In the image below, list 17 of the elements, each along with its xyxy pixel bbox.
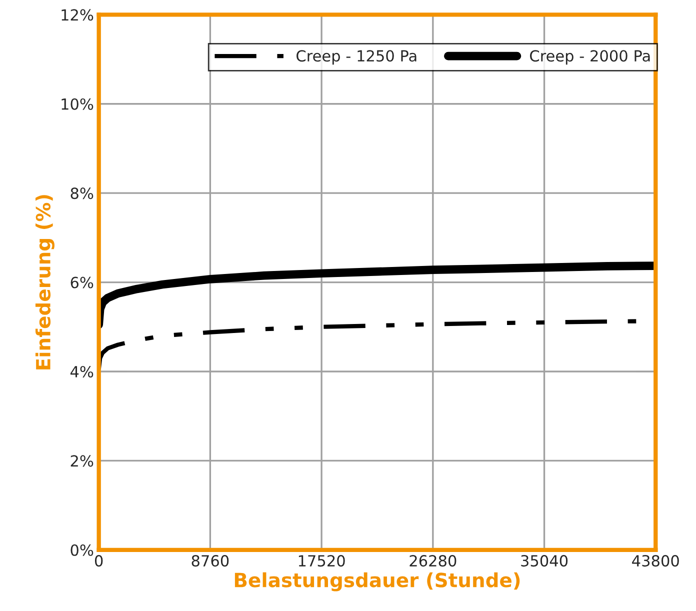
y-tick-label: 10%	[62, 98, 94, 110]
x-tick-label: 0	[94, 555, 103, 567]
y-tick-label: 2%	[70, 455, 94, 467]
x-tick-label: 43800	[632, 555, 679, 567]
x-tick-label: 26280	[410, 555, 456, 567]
y-axis-title: Einfederung (%)	[35, 195, 54, 370]
legend-label: Creep - 2000 Pa	[530, 50, 650, 65]
x-tick-label: 8760	[192, 555, 229, 567]
y-tick-label: 4%	[70, 366, 94, 378]
legend-label: Creep - 1250 Pa	[296, 50, 416, 65]
x-tick-label: 17520	[298, 555, 345, 567]
y-tick-label: 12%	[62, 9, 94, 21]
y-tick-label: 6%	[70, 276, 94, 288]
y-tick-label: 0%	[70, 544, 94, 556]
y-tick-label: 8%	[70, 188, 94, 200]
x-axis-title: Belastungsdauer (Stunde)	[234, 572, 520, 592]
x-tick-label: 35040	[521, 555, 568, 567]
